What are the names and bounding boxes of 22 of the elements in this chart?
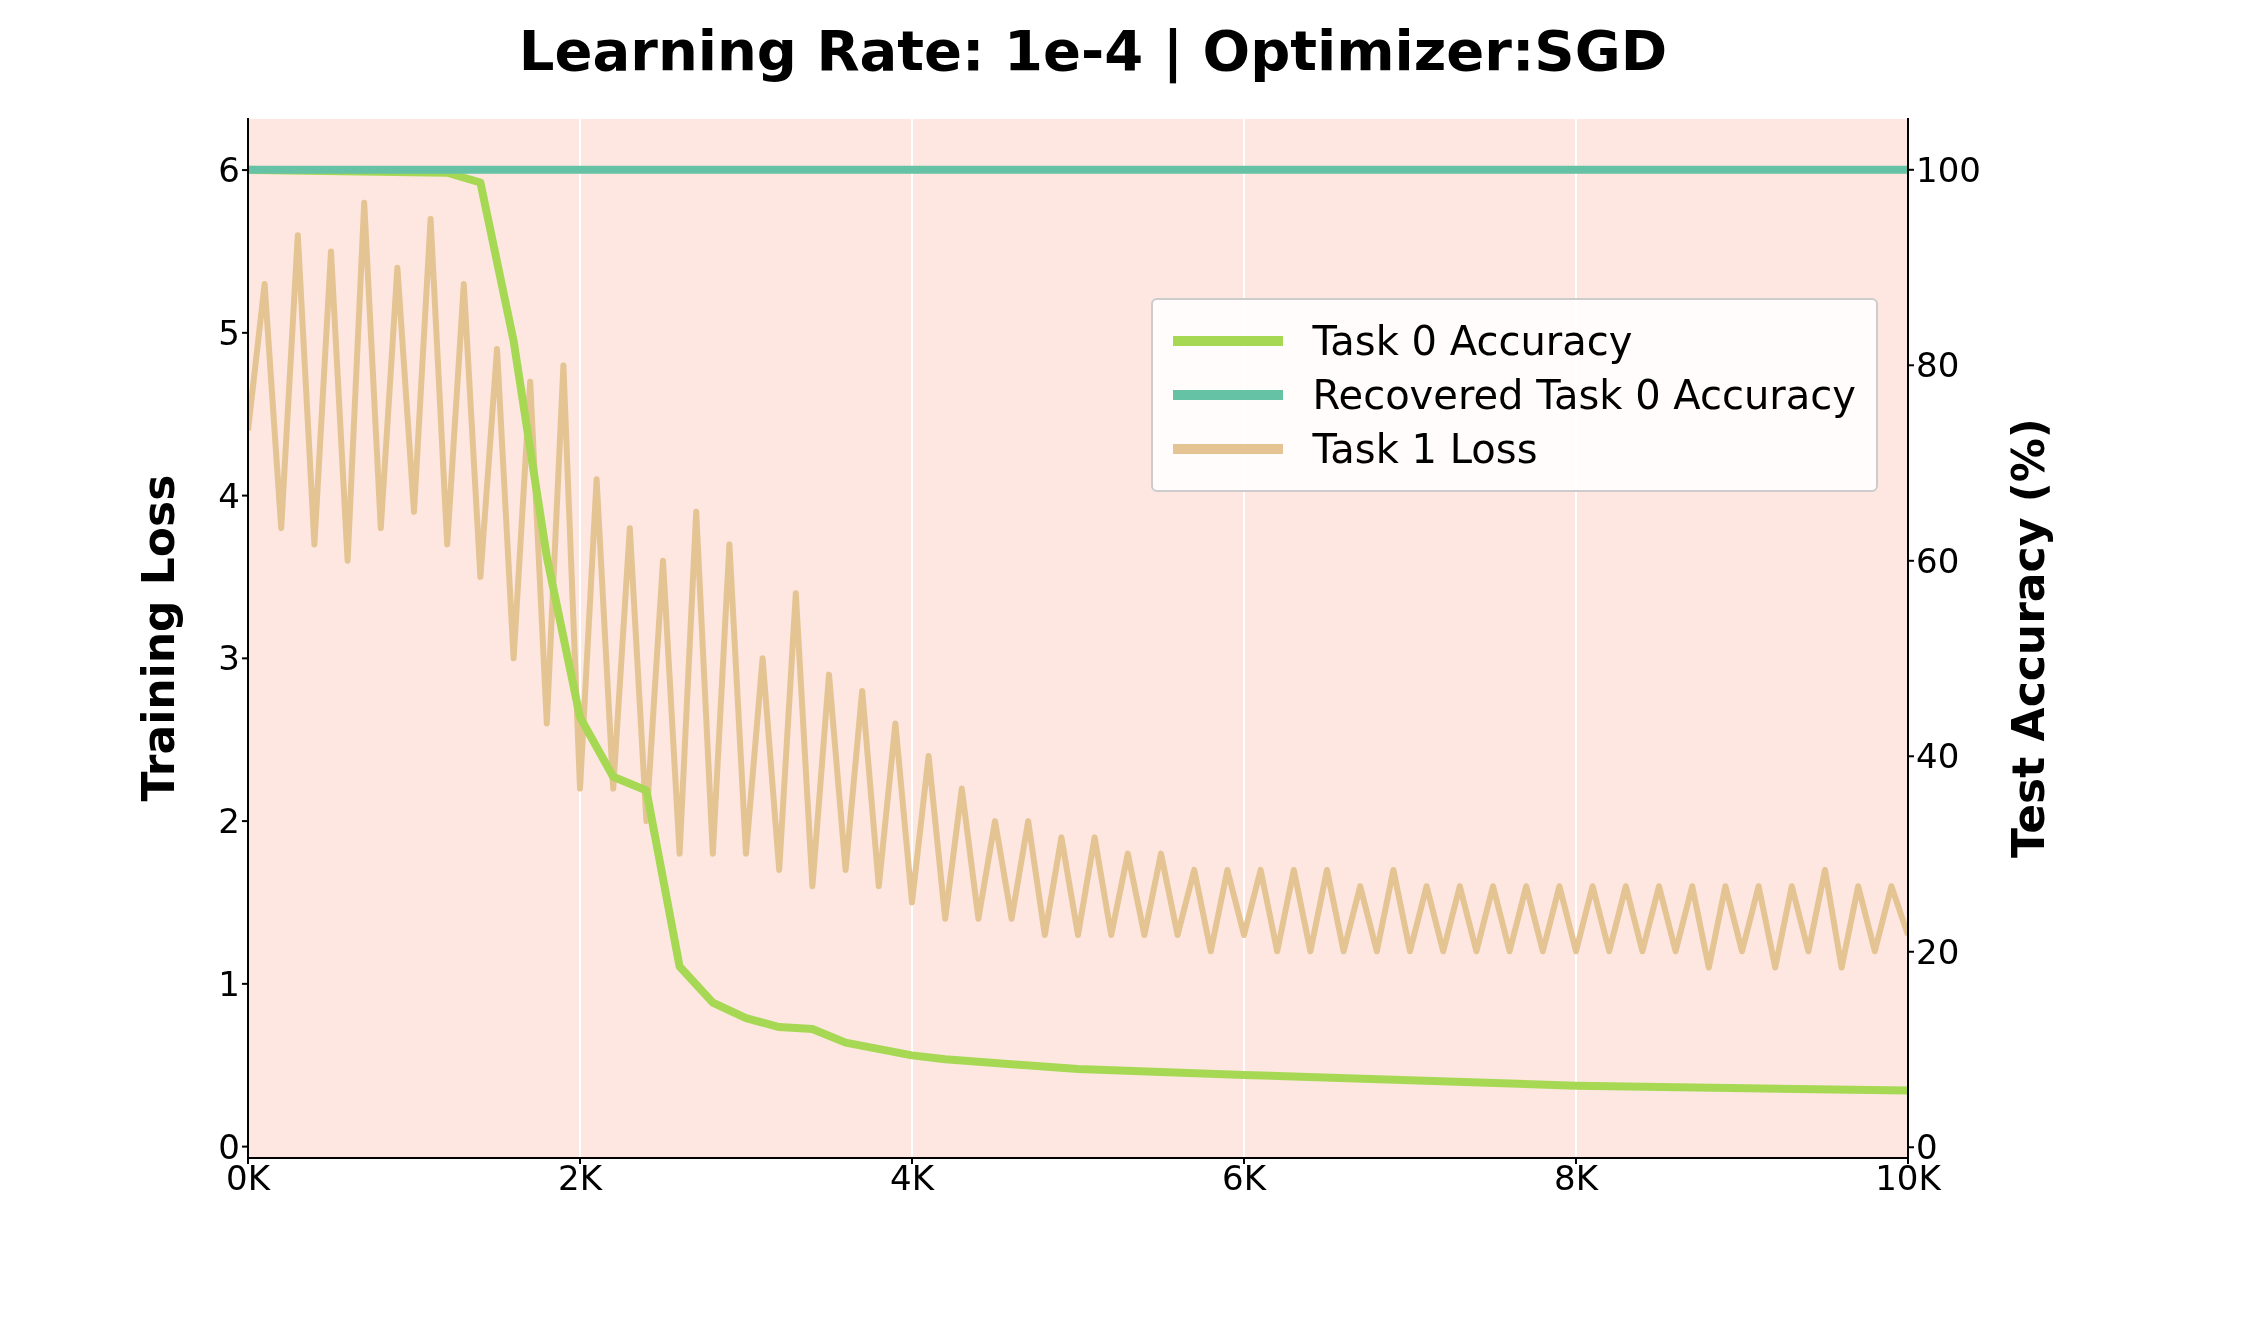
y2-axis-title: Test Accuracy (%): [2002, 418, 2054, 858]
y-tick-label: 4: [218, 475, 240, 516]
y-tick-label: 2: [218, 801, 240, 842]
x-tick-label: 4K: [890, 1158, 936, 1199]
x-tick-label: 8K: [1554, 1158, 1600, 1199]
y-tick-label: 3: [218, 638, 240, 679]
y2-tick-label: 20: [1916, 931, 1960, 972]
chart-title: Learning Rate: 1e-4 | Optimizer:SGD: [517, 18, 1669, 83]
x-tick-label: 6K: [1222, 1158, 1268, 1199]
legend-label: Task 0 Accuracy: [1312, 318, 1633, 364]
y-tick-label: 6: [218, 150, 240, 191]
x-tick-label: 2K: [558, 1158, 604, 1199]
y2-tick-label: 60: [1916, 540, 1960, 581]
x-tick-label: 0K: [226, 1158, 272, 1199]
y-tick-label: 1: [218, 963, 240, 1004]
y-axis-title: Training Loss: [132, 474, 184, 802]
y2-tick-label: 100: [1916, 149, 1981, 190]
legend-label: Task 1 Loss: [1312, 426, 1538, 472]
y2-tick-label: 80: [1916, 345, 1960, 386]
y-tick-label: 5: [218, 312, 240, 353]
legend-label: Recovered Task 0 Accuracy: [1312, 372, 1856, 418]
y2-tick-label: 40: [1916, 736, 1960, 777]
